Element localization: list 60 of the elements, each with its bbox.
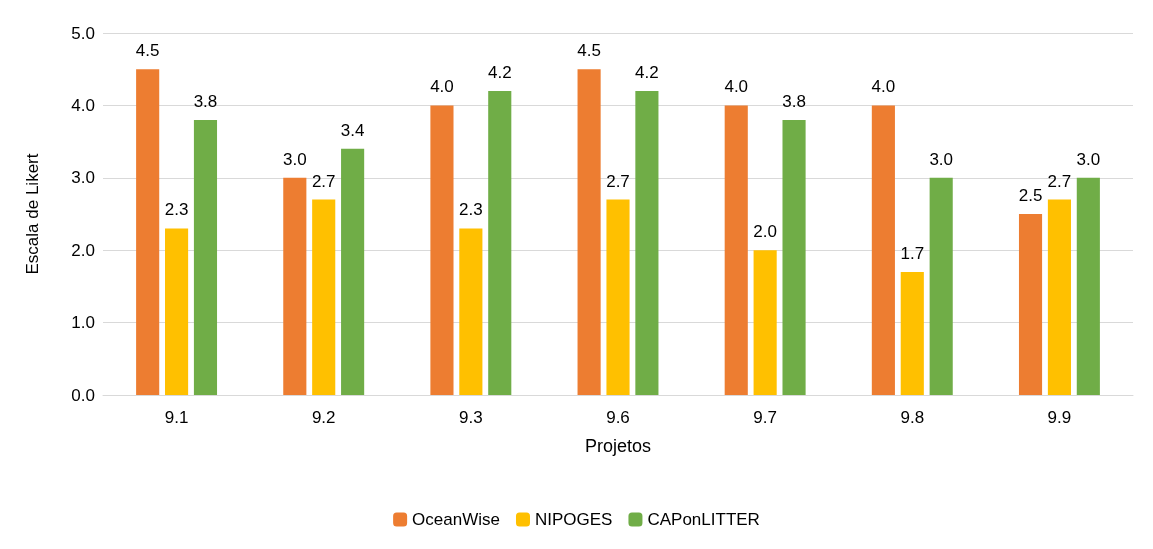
y-tick-label: 5.0: [71, 23, 95, 43]
bar: [900, 271, 924, 395]
data-label: 2.7: [311, 171, 336, 191]
legend-label: NIPOGES: [534, 510, 613, 529]
x-tick-label: 9.1: [164, 408, 189, 427]
data-label: 4.2: [635, 62, 659, 82]
bar: [459, 228, 483, 395]
data-label: 4.5: [135, 41, 160, 61]
bar: [606, 199, 630, 395]
x-tick-label: 9.6: [606, 408, 630, 427]
y-tick-label: 2.0: [71, 240, 95, 260]
data-label: 2.3: [459, 200, 483, 220]
bar: [782, 119, 806, 395]
x-tick-label: 9.7: [753, 408, 777, 427]
data-label: 2.7: [1047, 171, 1072, 191]
x-axis-title: Projetos: [584, 436, 652, 456]
legend-label: CAPonLITTER: [647, 510, 760, 529]
y-tick-label: 0.0: [71, 385, 95, 405]
bar: [341, 148, 365, 395]
bar: [1018, 214, 1043, 395]
data-label: 3.0: [282, 149, 307, 169]
bar: [929, 177, 953, 395]
bar: [165, 228, 189, 395]
data-label: 3.8: [782, 91, 806, 111]
x-tick-label: 9.3: [459, 408, 483, 427]
legend-label: OceanWise: [412, 510, 500, 529]
bar: [753, 250, 777, 395]
data-label: 4.5: [577, 41, 601, 61]
bar: [488, 90, 512, 395]
data-label: 4.2: [487, 62, 512, 82]
data-label: 2.5: [1018, 186, 1043, 205]
bar: [635, 90, 659, 395]
data-label: 4.0: [871, 77, 896, 97]
data-label: 1.7: [900, 243, 925, 263]
data-label: 4.0: [724, 77, 749, 97]
bar: [724, 105, 748, 395]
data-label: 3.8: [193, 91, 218, 111]
data-label: 3.0: [929, 149, 954, 169]
y-tick-label: 4.0: [71, 95, 95, 115]
y-axis-title: Escala de Likert: [23, 153, 42, 275]
bar: [871, 105, 895, 395]
data-label: 4.0: [430, 77, 454, 97]
bar: [430, 105, 454, 395]
x-tick-label: 9.9: [1047, 408, 1072, 427]
bar: [193, 119, 218, 395]
x-tick-label: 9.2: [311, 408, 336, 427]
bar: [1047, 199, 1071, 395]
bar: [1076, 177, 1100, 395]
data-label: 3.0: [1076, 149, 1101, 169]
bar: [136, 69, 160, 395]
data-label: 2.3: [164, 200, 189, 220]
data-label: 2.0: [753, 222, 777, 242]
y-tick-label: 1.0: [71, 313, 95, 333]
x-tick-label: 9.8: [900, 408, 925, 427]
y-tick-label: 3.0: [71, 168, 95, 188]
bar: [577, 69, 601, 395]
bar: [283, 177, 307, 395]
data-label: 3.4: [340, 120, 365, 140]
bar: [312, 199, 336, 395]
data-label: 2.7: [606, 171, 630, 191]
